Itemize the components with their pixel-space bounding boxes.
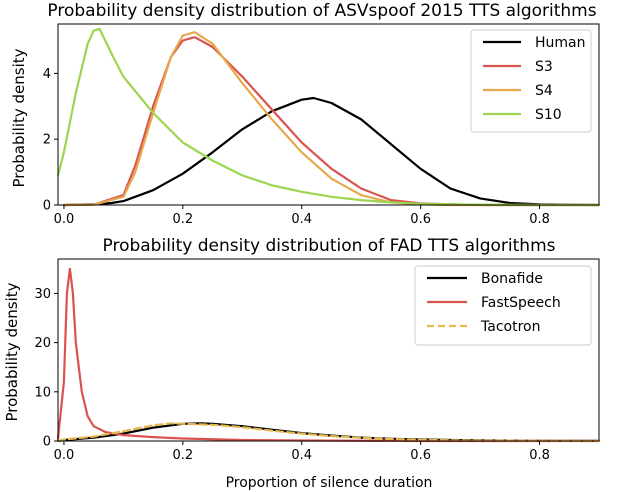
plot-frame-top [57, 23, 600, 206]
y-tick-label: 0 [43, 199, 51, 214]
panel-asvspoof: Probability density distribution of ASVs… [10, 1, 601, 227]
series-layer-top [56, 27, 601, 207]
panel-fad: Probability density distribution of FAD … [3, 236, 601, 491]
y-tick-label: 4 [43, 67, 51, 82]
plot-frame-bottom [57, 258, 600, 442]
series-line-fastspeech [56, 267, 601, 443]
legend-frame-top [470, 29, 592, 133]
series-layer-bottom [56, 267, 601, 443]
ticks-bottom: 0.0 0.2 0.4 0.6 0.8 0 10 20 30 [34, 287, 549, 463]
x-tick-label: 0.0 [54, 212, 75, 227]
x-tick-label: 0.4 [291, 448, 312, 463]
series-line-human [62, 96, 601, 207]
y-tick-label: 10 [34, 385, 51, 400]
chart-title-top: Probability density distribution of ASVs… [47, 1, 596, 21]
legend-label-s4: S4 [535, 83, 553, 99]
y-tick-label: 0 [43, 435, 51, 450]
y-tick-label: 30 [34, 287, 51, 302]
x-tick-label: 0.2 [173, 448, 194, 463]
legend-frame-bottom [414, 265, 592, 346]
series-line-bonafide [56, 422, 601, 443]
x-tick-label: 0.4 [291, 212, 312, 227]
legend-bottom: Bonafide FastSpeech Tacotron [414, 265, 592, 346]
ticks-top: 0.0 0.2 0.4 0.6 0.8 0 2 4 [43, 67, 550, 227]
legend-top: Human S3 S4 S10 [470, 29, 592, 133]
y-axis-label-bottom: Probability density [3, 282, 21, 421]
legend-label-s10: S10 [535, 107, 562, 123]
chart-title-bottom: Probability density distribution of FAD … [103, 236, 556, 256]
legend-label-bonafide: Bonafide [481, 271, 543, 287]
y-tick-label: 20 [34, 336, 51, 351]
legend-label-tacotron: Tacotron [480, 319, 540, 335]
series-line-tacotron [56, 422, 601, 443]
x-tick-label: 0.0 [54, 448, 75, 463]
x-tick-label: 0.8 [529, 448, 550, 463]
legend-label-human: Human [535, 35, 586, 51]
x-tick-label: 0.6 [410, 212, 431, 227]
x-tick-label: 0.8 [529, 212, 550, 227]
x-tick-label: 0.6 [410, 448, 431, 463]
y-tick-label: 2 [43, 133, 51, 148]
x-axis-label-bottom: Proportion of silence duration [226, 475, 433, 491]
series-line-s10 [56, 27, 601, 207]
x-tick-label: 0.2 [173, 212, 194, 227]
y-axis-label-top: Probability density [10, 48, 28, 187]
legend-label-fastspeech: FastSpeech [481, 295, 561, 311]
legend-label-s3: S3 [535, 59, 553, 75]
